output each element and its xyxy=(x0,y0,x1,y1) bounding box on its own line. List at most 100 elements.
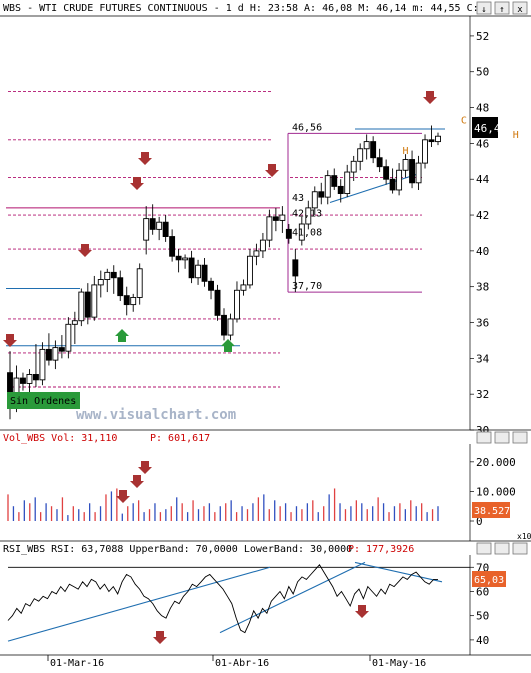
candle xyxy=(104,268,111,293)
candle-body xyxy=(123,295,130,306)
candle xyxy=(58,335,65,359)
volume-tick-label: 20.000 xyxy=(476,456,516,469)
candle xyxy=(214,284,221,321)
candle xyxy=(32,344,39,388)
candle-body xyxy=(389,178,396,191)
rsi-down-button[interactable] xyxy=(476,542,492,555)
candle xyxy=(318,182,325,205)
vol-close-button[interactable] xyxy=(512,431,528,444)
vol-down-button[interactable] xyxy=(476,431,492,444)
candle xyxy=(415,155,422,190)
candle xyxy=(298,216,305,246)
candle xyxy=(350,155,357,182)
rsi-trend-line xyxy=(219,561,366,634)
candle xyxy=(45,333,52,366)
candle-body xyxy=(117,277,124,297)
candle-body xyxy=(91,284,98,318)
rsi-close-button[interactable] xyxy=(512,542,528,555)
candle xyxy=(136,263,143,305)
candle xyxy=(259,232,266,259)
rsi-tick-label: 60 xyxy=(476,585,489,598)
candle xyxy=(117,270,124,302)
scroll-down-button[interactable] xyxy=(476,1,492,15)
candle-body xyxy=(201,264,208,282)
candle-body xyxy=(279,214,286,221)
candle xyxy=(311,186,318,216)
candle-body xyxy=(20,377,26,384)
price-tick-label: 32 xyxy=(476,388,489,401)
rsi-badge xyxy=(472,571,506,587)
close-button[interactable] xyxy=(512,1,528,15)
rsi-trend-line xyxy=(7,566,271,642)
red-down-arrow-icon xyxy=(423,91,437,104)
price-badge xyxy=(472,117,498,138)
box-value-label: 46,56 xyxy=(292,122,322,133)
candle-body xyxy=(246,255,253,286)
candle-body xyxy=(234,289,240,320)
rsi-trend-line xyxy=(354,561,443,583)
candle-body xyxy=(324,175,331,198)
rsi-tick-label: 50 xyxy=(476,610,489,623)
candle-body xyxy=(188,257,195,279)
red-down-arrow-icon xyxy=(138,152,152,165)
rsi-up-button[interactable] xyxy=(494,542,510,555)
scroll-up-button[interactable] xyxy=(494,1,510,15)
candle xyxy=(71,311,78,345)
candle xyxy=(221,308,227,341)
candle xyxy=(130,293,137,312)
candle-body xyxy=(182,257,189,261)
candle-body xyxy=(65,323,72,352)
candle xyxy=(227,313,234,341)
candle xyxy=(285,224,292,244)
candle xyxy=(91,275,98,321)
candle-body xyxy=(396,169,403,191)
candle-body xyxy=(337,185,344,194)
candle xyxy=(149,204,156,235)
candle-body xyxy=(149,218,156,230)
candle xyxy=(156,216,163,241)
volume-header-p: P: 601,617 xyxy=(150,433,210,444)
candle xyxy=(84,283,91,325)
green-up-arrow-icon xyxy=(115,329,129,342)
watermark: www.visualchart.com xyxy=(76,407,236,423)
candle-body xyxy=(26,374,33,384)
candle-body xyxy=(97,279,104,286)
x-tick-label: 01-Mar-16 xyxy=(50,658,104,669)
candle-body xyxy=(253,250,260,257)
candle xyxy=(78,288,85,327)
candle-body xyxy=(78,291,85,322)
candle xyxy=(435,132,441,146)
candle xyxy=(389,168,396,194)
volume-controls xyxy=(476,431,528,444)
candle-body xyxy=(311,191,318,209)
candle xyxy=(422,134,428,169)
candle xyxy=(246,249,253,289)
candle-body xyxy=(305,207,312,225)
candle-body xyxy=(331,175,338,187)
candle-body xyxy=(45,348,52,361)
candle-body xyxy=(39,348,46,381)
candle-body xyxy=(84,291,91,318)
price-tick-label: 36 xyxy=(476,317,489,330)
candle xyxy=(376,148,383,173)
price-tick-label: 46 xyxy=(476,137,489,150)
vol-up-button[interactable] xyxy=(494,431,510,444)
red-down-arrow-icon xyxy=(130,177,144,190)
candle xyxy=(337,179,344,203)
candle xyxy=(396,163,403,196)
candle-body xyxy=(285,228,292,239)
price-tick-label: 40 xyxy=(476,245,489,258)
candle-body xyxy=(162,221,169,237)
candle-body xyxy=(376,157,383,168)
candle xyxy=(279,206,286,233)
green-up-arrow-icon xyxy=(221,339,235,352)
candle-body xyxy=(363,141,370,150)
candle-body xyxy=(104,271,111,280)
candle-body xyxy=(214,289,221,316)
price-tick-label: 42 xyxy=(476,209,489,222)
red-down-arrow-icon xyxy=(265,164,279,177)
candle xyxy=(143,206,150,255)
candle-body xyxy=(58,347,65,352)
